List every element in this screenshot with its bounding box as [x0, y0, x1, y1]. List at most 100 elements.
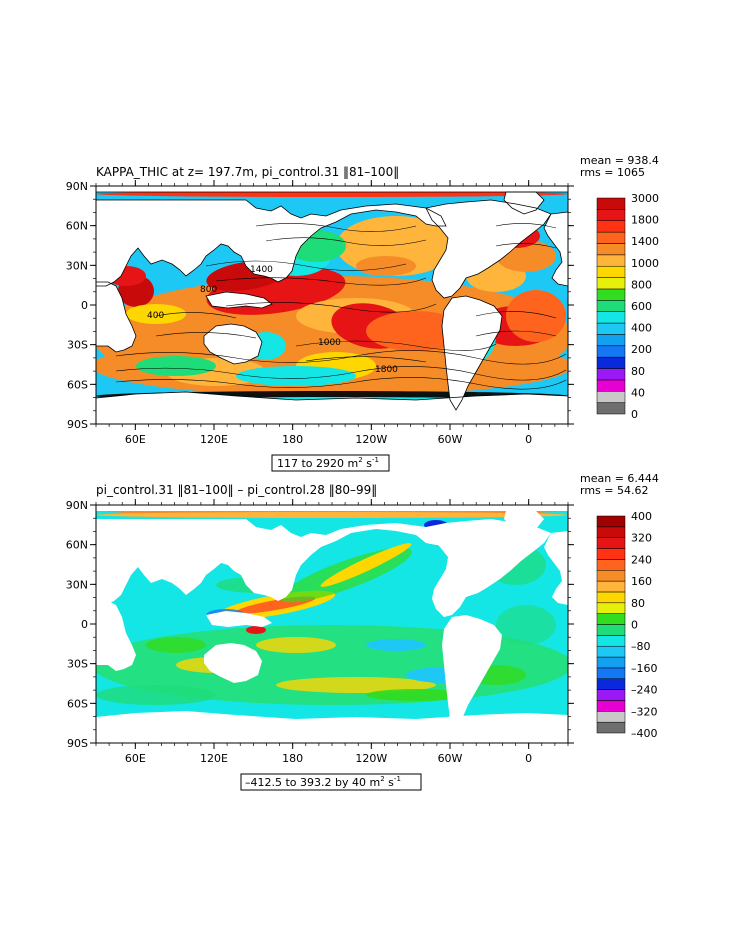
colorbar-swatch — [596, 356, 626, 369]
contour-label: 1400 — [250, 265, 273, 275]
colorbar-swatch — [596, 580, 626, 593]
contour-line — [115, 350, 567, 365]
top-field — [96, 186, 568, 424]
colorbar-label: –80 — [631, 640, 651, 653]
colorbar-label: 40 — [631, 386, 645, 399]
colorbar-label: 3000 — [631, 192, 659, 205]
x-tick-label: 180 — [282, 752, 303, 765]
bottom-axes: 60E 120E 180 120W 60W 0 90N 60N 30N 0 30S 60S 90S — [66, 499, 574, 765]
colorbar-label: –400 — [631, 727, 658, 740]
colorbar-swatch — [596, 345, 626, 358]
x-tick-label: 0 — [525, 433, 532, 446]
colorbar-label: 1000 — [631, 257, 659, 270]
field-patch — [236, 366, 356, 386]
y-tick-label: 30S — [67, 658, 88, 671]
colorbar-label: –240 — [631, 684, 658, 697]
contour-label: 800 — [200, 285, 217, 295]
colorbar-label: 240 — [631, 553, 652, 566]
contour-line — [495, 243, 557, 249]
colorbar-swatch — [596, 254, 626, 267]
field-patch — [366, 689, 466, 701]
top-title: KAPPA_THIC at z= 197.7m, pi_control.31 ‖… — [96, 165, 399, 179]
colorbar-label: –160 — [631, 662, 658, 675]
colorbar-swatch — [596, 559, 626, 571]
x-tick-label: 60E — [125, 752, 146, 765]
colorbar-swatch — [596, 322, 626, 335]
colorbar-swatch — [596, 678, 626, 690]
bottom-panel: pi_control.31 ‖81–100‖ – pi_control.28 ‖… — [66, 472, 659, 791]
colorbar-swatch — [596, 334, 626, 347]
field-patch — [366, 639, 426, 651]
contour-line — [205, 260, 407, 271]
colorbar-swatch — [596, 300, 626, 312]
x-tick-label: 120E — [200, 433, 228, 446]
colorbar-swatch — [596, 537, 626, 549]
top-rms: rms = 1065 — [580, 166, 645, 179]
field-patch — [246, 626, 266, 634]
contour-line — [215, 277, 427, 286]
y-tick-label: 60N — [66, 220, 88, 233]
y-tick-label: 60N — [66, 539, 88, 552]
field-patch — [146, 637, 206, 653]
field-patch — [506, 290, 566, 342]
contour-line — [155, 312, 237, 319]
bottom-colorbar: –400 –320 –240 –160 –80 0 80 160 240 320 400 — [596, 510, 658, 740]
colorbar-swatch — [596, 711, 626, 723]
y-tick-label: 60S — [67, 697, 88, 710]
colorbar-swatch — [596, 624, 626, 636]
colorbar-swatch — [596, 379, 626, 392]
top-range-label: 117 to 2920 m2 s-1 — [277, 456, 379, 470]
bottom-field — [96, 505, 568, 743]
top-colorbar: 0 40 80 200 400 600 800 1000 1400 1800 3000 — [596, 192, 659, 421]
bottom-range-label: –412.5 to 393.2 by 40 m2 s-1 — [245, 775, 401, 789]
y-tick-label: 0 — [81, 299, 88, 312]
field-patch — [136, 356, 216, 376]
colorbar-swatch — [596, 526, 626, 538]
contour-line — [295, 340, 497, 351]
colorbar-swatch — [596, 721, 626, 734]
contour-label: 1800 — [375, 365, 398, 375]
colorbar-swatch — [596, 311, 626, 324]
top-panel: KAPPA_THIC at z= 197.7m, pi_control.31 ‖… — [66, 154, 659, 472]
y-tick-label: 90N — [66, 180, 88, 193]
colorbar-swatch — [596, 667, 626, 680]
colorbar-label: 80 — [631, 597, 645, 610]
colorbar-swatch — [596, 570, 626, 582]
y-tick-label: 30N — [66, 578, 88, 591]
colorbar-label: 400 — [631, 322, 652, 335]
colorbar-swatch — [596, 645, 626, 658]
colorbar-swatch — [596, 243, 626, 256]
field-patch — [356, 256, 416, 276]
bottom-mean: mean = 6.444 — [580, 472, 659, 485]
colorbar-swatch — [596, 515, 626, 528]
contour-line — [225, 302, 437, 313]
field-patch — [96, 512, 568, 518]
colorbar-label: 200 — [631, 343, 652, 356]
x-tick-label: 180 — [282, 433, 303, 446]
colorbar-swatch — [596, 265, 626, 278]
contour-label: 1000 — [318, 338, 341, 348]
colorbar-label: 160 — [631, 575, 652, 588]
field-patch — [96, 191, 568, 197]
field-patch — [126, 304, 186, 324]
colorbar-swatch — [596, 368, 626, 381]
colorbar-label: 320 — [631, 532, 652, 545]
contour-line — [305, 356, 427, 363]
colorbar-label: 600 — [631, 300, 652, 313]
bottom-rms: rms = 54.62 — [580, 484, 648, 497]
y-tick-label: 30N — [66, 259, 88, 272]
x-tick-label: 120W — [355, 752, 387, 765]
field-patch — [366, 311, 466, 351]
field-patch — [256, 637, 336, 653]
y-tick-label: 90S — [67, 418, 88, 431]
top-contour-labels: 400 800 1400 1800 1000 — [147, 265, 398, 375]
top-mean: mean = 938.4 — [580, 154, 659, 167]
bottom-range-box — [240, 773, 422, 791]
contour-line — [255, 223, 417, 232]
top-range-box — [271, 454, 390, 472]
colorbar-label: 1400 — [631, 235, 659, 248]
field-patch — [96, 685, 216, 705]
contour-line — [495, 223, 557, 229]
colorbar-swatch — [596, 700, 626, 712]
colorbar-swatch — [596, 231, 626, 244]
